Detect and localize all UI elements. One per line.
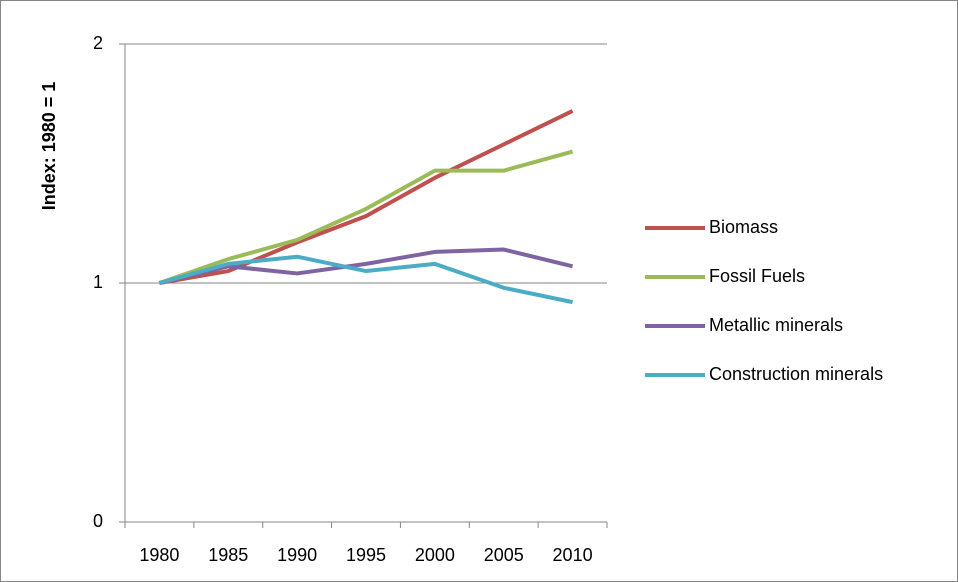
x-tick-label: 2010 bbox=[553, 545, 593, 565]
x-tick-label: 1985 bbox=[208, 545, 248, 565]
x-tick-label: 2000 bbox=[415, 545, 455, 565]
legend-label: Metallic minerals bbox=[709, 315, 843, 335]
legend-label: Construction minerals bbox=[709, 364, 883, 384]
y-tick-label: 2 bbox=[93, 33, 103, 53]
legend-label: Fossil Fuels bbox=[709, 266, 805, 286]
legend-label: Biomass bbox=[709, 217, 778, 237]
series-line bbox=[158, 254, 573, 305]
y-tick-label: 1 bbox=[93, 272, 103, 292]
y-tick-label: 0 bbox=[93, 511, 103, 531]
series-line bbox=[159, 109, 574, 285]
x-tick-label: 2005 bbox=[484, 545, 524, 565]
y-axis-title: Index: 1980 = 1 bbox=[39, 82, 59, 211]
x-tick-label: 1980 bbox=[139, 545, 179, 565]
series-line bbox=[158, 149, 574, 285]
x-tick-label: 1990 bbox=[277, 545, 317, 565]
x-tick-label: 1995 bbox=[346, 545, 386, 565]
series-line bbox=[158, 247, 574, 285]
